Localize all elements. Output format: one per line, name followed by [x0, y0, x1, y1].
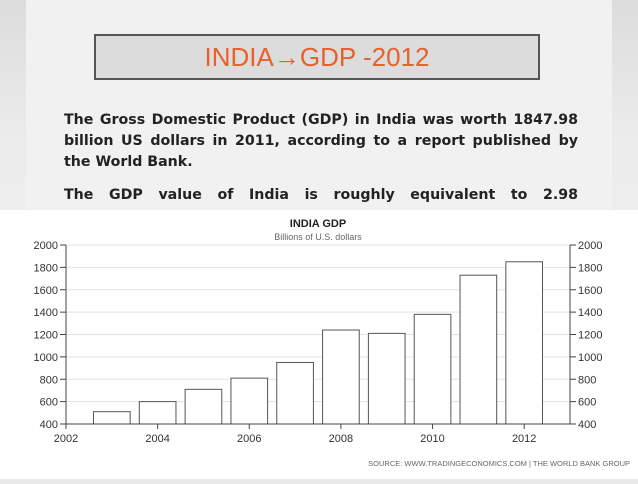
- paragraph-gdp-worth: The Gross Domestic Product (GDP) in Indi…: [64, 112, 578, 170]
- x-tick-label: 2010: [420, 433, 444, 445]
- arrow-icon: →: [273, 42, 300, 72]
- chart-subtitle: Billions of U.S. dollars: [274, 232, 362, 242]
- x-tick-label: 2008: [329, 433, 353, 445]
- bar-2009: [367, 332, 406, 425]
- title-suffix: GDP -2012: [299, 42, 430, 72]
- y-tick-label-left: 400: [40, 419, 58, 431]
- paragraph-gdp-equivalent: The GDP value of India is roughly equiva…: [64, 187, 578, 203]
- y-tick-label-left: 2000: [34, 240, 58, 252]
- bar-2007: [276, 361, 314, 425]
- gdp-chart: 400 400 600 600 800 800 1000 1000 1200 1200 1400 14…: [0, 210, 638, 479]
- chart-source: SOURCE: WWW.TRADINGECONOMICS.COM | THE W…: [368, 459, 630, 468]
- bar-2008: [322, 329, 360, 425]
- y-tick-label-right: 2000: [578, 240, 602, 252]
- y-tick-label-right: 1400: [578, 307, 602, 319]
- bar-2011: [459, 274, 498, 425]
- y-tick-label-right: 1600: [578, 285, 602, 297]
- y-tick-label-right: 1000: [578, 352, 602, 364]
- y-tick-label-left: 1200: [34, 330, 58, 342]
- y-tick-label-right: 800: [578, 374, 596, 386]
- y-tick-label-left: 1600: [34, 285, 58, 297]
- x-tick-label: 2012: [512, 433, 536, 445]
- y-tick-label-right: 400: [578, 419, 596, 431]
- chart-title: INDIA GDP: [290, 218, 346, 230]
- y-tick-label-right: 600: [578, 397, 596, 409]
- y-tick-label-right: 1800: [578, 262, 602, 274]
- bar-layer: [92, 261, 544, 425]
- y-tick-label-left: 800: [40, 374, 58, 386]
- y-tick-label-left: 1400: [34, 307, 58, 319]
- x-tick-label: 2004: [145, 433, 169, 445]
- gdp-chart-svg: 400 400 600 600 800 800 1000 1000 1200 1200 1400 14…: [34, 218, 630, 468]
- slide-title: INDIA→GDP -2012: [94, 34, 540, 80]
- y-tick-label-left: 1800: [34, 262, 58, 274]
- x-tick-label: 2002: [54, 433, 78, 445]
- bar-2010: [413, 313, 452, 425]
- bar-2005: [184, 388, 223, 425]
- bar-2003: [92, 411, 131, 425]
- y-tick-label-left: 600: [40, 397, 58, 409]
- bar-2006: [230, 377, 269, 425]
- bar-2004: [138, 401, 177, 425]
- axis-layer: 400 400 600 600 800 800 1000 1000 1200 1200 1400 14…: [34, 240, 603, 445]
- x-tick-label: 2006: [237, 433, 261, 445]
- bar-2012: [505, 261, 544, 425]
- y-tick-label-right: 1200: [578, 330, 602, 342]
- y-tick-label-left: 1000: [34, 352, 58, 364]
- title-prefix: INDIA: [204, 42, 274, 72]
